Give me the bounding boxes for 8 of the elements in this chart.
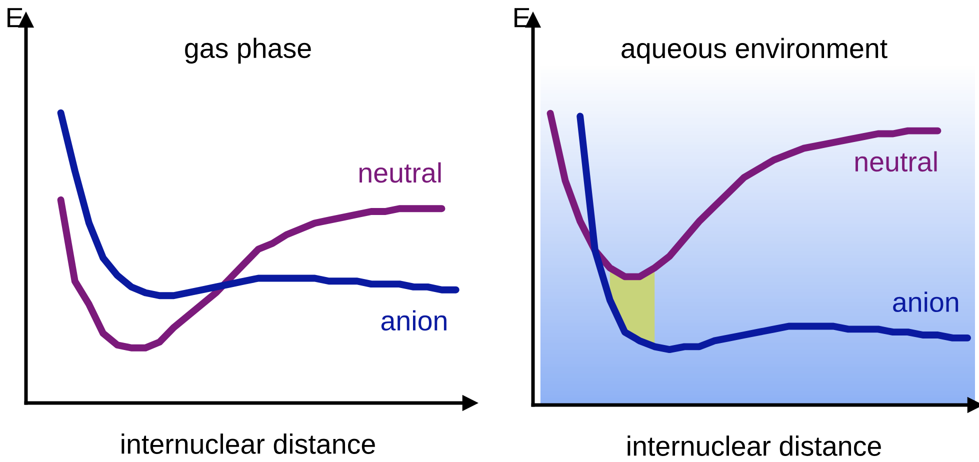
- series-label: neutral: [855, 151, 937, 172]
- x-axis-title: internuclear distance: [122, 434, 375, 454]
- chart-title: aqueous environment: [622, 38, 888, 64]
- series-label: anion: [893, 292, 958, 312]
- series-label: neutral: [359, 162, 441, 183]
- series-label: anion: [381, 310, 446, 331]
- x-axis-title: internuclear distance: [628, 436, 881, 456]
- chart-title: gas phase: [185, 38, 311, 64]
